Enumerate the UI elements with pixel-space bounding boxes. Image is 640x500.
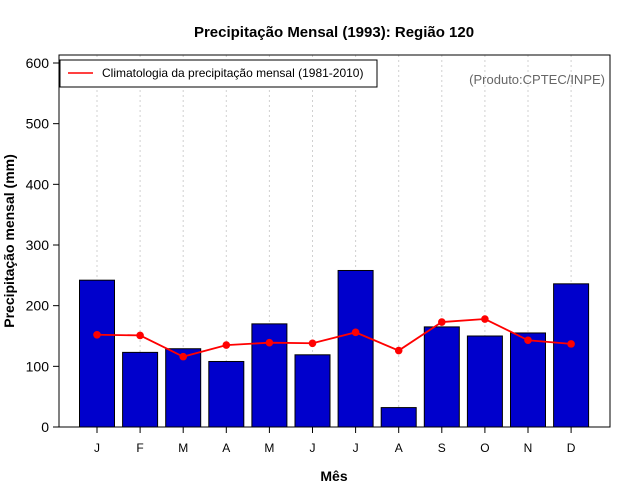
climatology-line [96,318,572,358]
axis-layer: 0 100 200 300 400 500 600 J F M A M J J A S O N D [26,55,576,455]
bar-1 [79,279,115,428]
climatology-point-7 [351,328,360,337]
x-tick-label: M [264,441,274,455]
x-tick-label: J [94,441,100,455]
source-annotation: (Produto:CPTEC/INPE) [469,72,605,87]
x-tick-label: J [310,441,316,455]
bar-7 [337,269,374,428]
climatology-point-1 [93,330,101,339]
line-layer [93,315,575,361]
bar-layer [79,269,590,428]
climatology-point-10 [481,315,489,323]
bar-8 [380,407,417,428]
climatology-point-5 [265,338,274,347]
bar-3 [165,348,202,428]
legend-label: Climatologia da precipitação mensal (198… [102,66,363,80]
x-tick-label: J [353,441,359,455]
x-axis-title: Mês [320,468,347,484]
climatology-point-11 [524,336,532,345]
climatology-point-8 [394,346,403,355]
x-tick-label: A [395,441,403,455]
bar-9 [423,326,460,428]
climatology-point-3 [179,352,187,361]
y-tick-label: 500 [26,116,50,132]
x-tick-label: A [222,441,230,455]
bar-2 [122,351,159,428]
y-tick-label: 200 [26,298,50,314]
x-tick-label: M [178,441,188,455]
y-axis-title: Precipitação mensal (mm) [1,154,17,328]
chart-title: Precipitação Mensal (1993): Região 120 [194,24,474,41]
y-tick-label: 0 [41,419,49,435]
x-tick-label: N [524,441,533,455]
x-tick-label: S [438,441,446,455]
bar-11 [510,332,546,428]
x-tick-label: D [567,441,576,455]
plot-frame [58,54,611,428]
y-tick-label: 300 [26,237,50,253]
climatology-point-9 [438,318,446,326]
climatology-point-4 [222,341,231,349]
y-tick-label: 400 [26,176,50,192]
bar-10 [466,335,503,428]
bar-4 [208,360,245,428]
bar-12 [553,283,590,428]
y-tick-label: 100 [26,358,50,374]
climatology-point-6 [308,339,317,348]
legend: Climatologia da precipitação mensal (198… [59,59,378,88]
y-tick-label: 600 [26,55,50,71]
legend-box [59,59,378,88]
climatology-point-2 [136,331,144,340]
x-tick-label: O [480,441,489,455]
climatology-point-12 [567,340,575,348]
x-tick-label: F [136,441,143,455]
bar-6 [294,354,331,428]
